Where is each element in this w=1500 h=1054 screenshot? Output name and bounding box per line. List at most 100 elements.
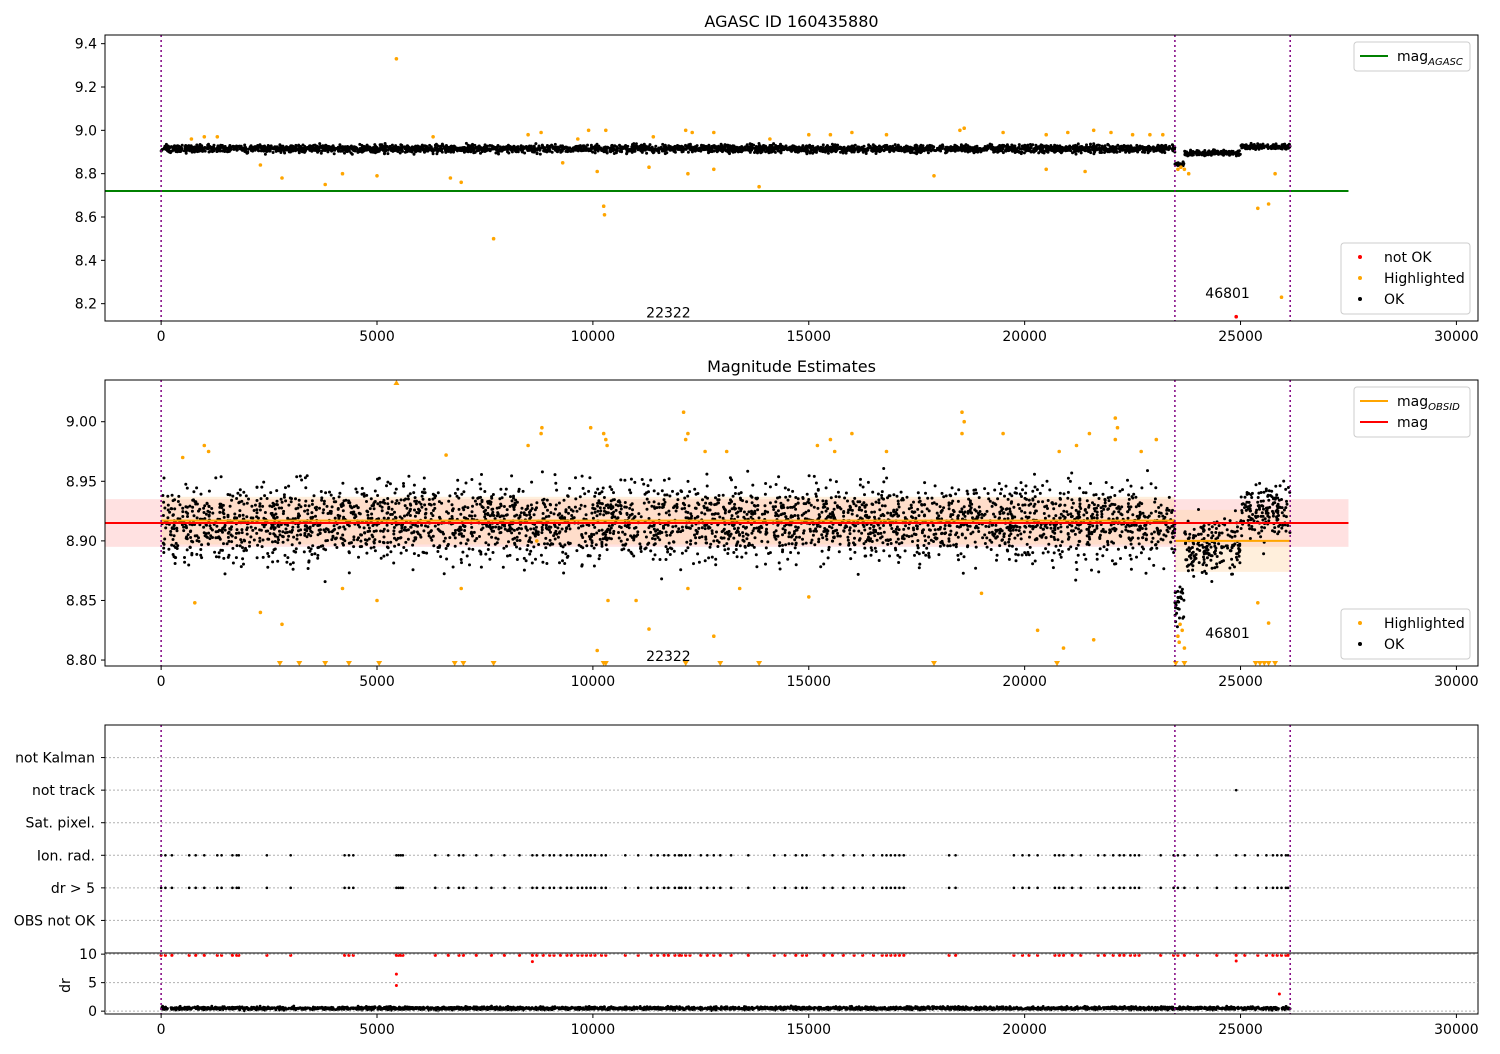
ok-point [1005,145,1008,148]
ok-point [373,149,376,152]
ok-point [1231,151,1234,154]
ok-point [466,149,469,152]
highlighted-point [459,181,463,185]
ok-point [1015,559,1018,562]
ok-point [1157,540,1160,543]
ok-point [403,145,406,148]
ok-point [481,148,484,151]
ok-point [701,148,704,151]
ok-point [820,511,823,514]
ok-point [805,145,808,148]
ok-point [490,536,493,539]
ok-point [596,510,599,513]
ok-point [975,147,978,150]
ok-point [567,148,570,151]
ok-point [599,509,602,512]
ok-point [334,543,337,546]
ok-point [362,149,365,152]
ok-point [867,143,870,146]
ok-point [653,528,656,531]
ok-point [647,501,650,504]
ok-point [303,145,306,148]
ok-point [208,150,211,153]
ok-point [254,504,257,507]
ok-point [952,544,955,547]
ok-point [1149,149,1152,152]
ok-point [1024,492,1027,495]
ok-point [506,555,509,558]
ok-point [298,151,301,154]
ok-point [525,534,528,537]
ok-point [1077,554,1080,557]
ok-point [324,491,327,494]
ok-point [761,150,764,153]
ok-point [630,148,633,151]
ok-point [1070,472,1073,475]
ok-point [383,149,386,152]
ok-point [1152,537,1155,540]
panel-2-data [105,380,1348,666]
ok-point [1082,514,1085,517]
ok-point [656,528,659,531]
ok-point [1245,147,1248,150]
ok-point [1048,488,1051,491]
ok-point [609,147,612,150]
ok-point [501,147,504,150]
ok-point [829,147,832,150]
ok-point [257,149,260,152]
ok-point [246,502,249,505]
ok-point [304,149,307,152]
legend-label: Highlighted [1384,271,1465,287]
ok-point [973,151,976,154]
ok-point [711,532,714,535]
ok-point [364,538,367,541]
ok-point [1152,147,1155,150]
ok-point [1228,154,1231,157]
ok-point [734,486,737,489]
ok-point [694,507,697,510]
ok-point [895,541,898,544]
ok-point [770,144,773,147]
ok-point [384,142,387,145]
ok-point [815,482,818,485]
ok-point [1029,511,1032,514]
ok-point [459,513,462,516]
highlighted-point [1083,170,1087,174]
ok-point [431,498,434,501]
ok-point [166,146,169,149]
ok-point [456,479,459,482]
ok-point [376,494,379,497]
ok-point [651,537,654,540]
ok-point [306,512,309,515]
ok-point [213,144,216,147]
ok-point [809,152,812,155]
ok-point [195,144,198,147]
ok-point [208,505,211,508]
highlighted-point [395,57,399,61]
ok-point [1002,144,1005,147]
ok-point [693,488,696,491]
ok-point [939,505,942,508]
ok-point [786,506,789,509]
ok-point [369,507,372,510]
ok-point [1026,543,1029,546]
ok-point [484,541,487,544]
highlighted-point [595,170,599,174]
ok-point [352,545,355,548]
ok-point [604,146,607,149]
highlighted-point [431,135,435,139]
ok-point [1090,532,1093,535]
highlighted-point [1148,133,1152,137]
ok-point [700,144,703,147]
y-tick-label: 9.2 [75,80,97,96]
ok-point [655,148,658,151]
ok-point [606,548,609,551]
ok-point [896,554,899,557]
ok-point [577,149,580,152]
ok-point [1241,145,1244,148]
ok-point [688,490,691,493]
ok-point [212,149,215,152]
ok-point [918,150,921,153]
ok-point [413,153,416,156]
